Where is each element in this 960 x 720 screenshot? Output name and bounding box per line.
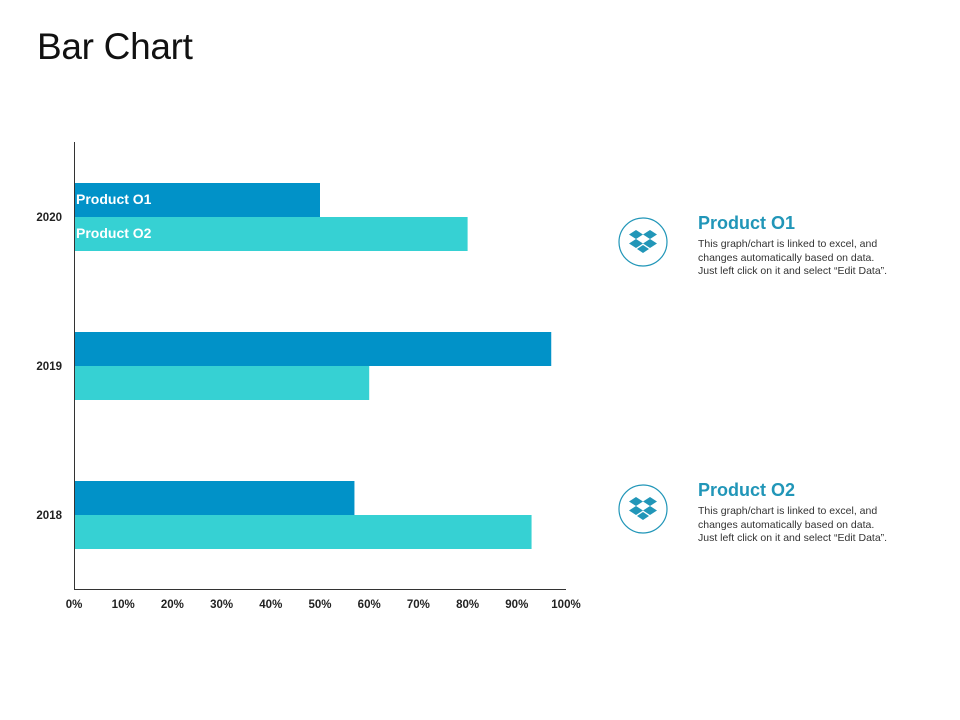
bar-2018-series-2 — [75, 515, 532, 549]
legend-item-product-o1: Product O1 This graph/chart is linked to… — [618, 213, 938, 283]
x-tick-label: 50% — [308, 599, 331, 611]
x-tick-label: 60% — [358, 599, 381, 611]
legend-description-line: Just left click on it and select “Edit D… — [698, 532, 888, 544]
series-label: Product O1 — [76, 191, 152, 207]
page-title: Bar Chart — [37, 26, 193, 67]
bar-2020-series-2 — [75, 217, 468, 251]
x-tick-label: 10% — [112, 599, 135, 611]
legend-title: Product O2 — [698, 480, 796, 500]
x-tick-label: 40% — [259, 599, 282, 611]
x-tick-label: 100% — [551, 599, 580, 611]
y-tick-label: 2018 — [36, 510, 62, 522]
x-tick-label: 20% — [161, 599, 184, 611]
y-tick-label: 2019 — [36, 361, 62, 373]
legend-description: This graph/chart is linked to excel, and… — [698, 505, 928, 546]
bar-2019-series-2 — [75, 366, 370, 400]
y-tick-label: 2020 — [36, 212, 62, 224]
dropbox-icon — [618, 484, 668, 534]
series-label: Product O2 — [76, 225, 152, 241]
legend-description-line: This graph/chart is linked to excel, and — [698, 238, 878, 250]
x-tick-label: 90% — [505, 599, 528, 611]
bar-2020-series-1 — [75, 183, 320, 217]
x-tick-label: 0% — [66, 599, 83, 611]
dropbox-icon — [618, 217, 668, 267]
legend-description-line: Just left click on it and select “Edit D… — [698, 265, 888, 277]
bar-2019-series-1 — [75, 332, 552, 366]
bar-2018-series-1 — [75, 481, 355, 515]
legend-description: This graph/chart is linked to excel, and… — [698, 238, 928, 279]
legend-title: Product O1 — [698, 213, 796, 233]
x-tick-label: 80% — [456, 599, 479, 611]
legend-description-line: changes automatically based on data. — [698, 518, 875, 531]
x-tick-label: 70% — [407, 599, 430, 611]
legend-description-line: This graph/chart is linked to excel, and — [698, 505, 878, 517]
x-tick-label: 30% — [210, 599, 233, 611]
legend-item-product-o2: Product O2 This graph/chart is linked to… — [618, 480, 938, 550]
legend-description-line: changes automatically based on data. — [698, 251, 875, 264]
